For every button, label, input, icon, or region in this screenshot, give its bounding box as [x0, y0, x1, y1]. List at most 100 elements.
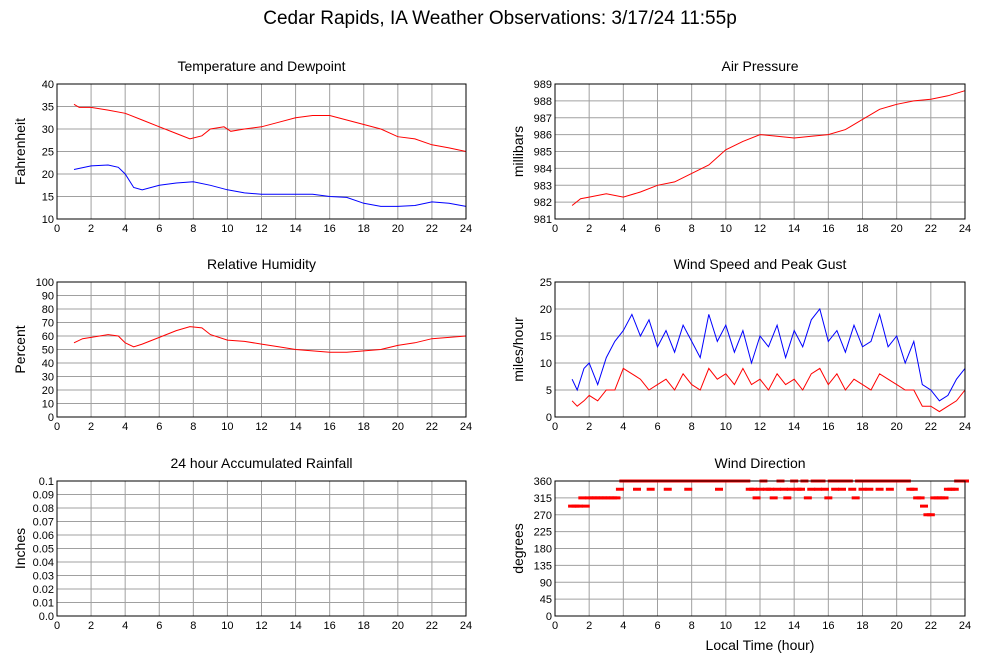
rain-y-tick-label: 0.0 [39, 611, 54, 623]
wind-x-tick-label: 10 [720, 421, 732, 433]
winddir-x-axis-label: Local Time (hour) [706, 637, 815, 653]
pressure-y-tick-label: 987 [534, 113, 552, 125]
humidity-x-tick-label: 20 [392, 421, 404, 433]
humidity-y-tick-label: 90 [42, 291, 54, 303]
temp-y-tick-label: 30 [42, 124, 54, 136]
pressure-x-tick-label: 8 [689, 223, 695, 235]
winddir-point [920, 504, 928, 508]
winddir-x-tick-label: 2 [586, 620, 592, 632]
winddir-point [909, 487, 918, 491]
humidity-x-tick-label: 14 [289, 421, 301, 433]
rain-y-tick-label: 0.1 [39, 476, 54, 488]
winddir-point [885, 487, 894, 491]
rain-y-tick-label: 0.01 [33, 598, 54, 610]
temp-y-tick-label: 35 [42, 102, 54, 114]
humidity-series-line-0 [73, 326, 467, 353]
wind-x-tick-label: 2 [586, 421, 592, 433]
pressure-chart-title: Air Pressure [721, 58, 798, 74]
wind-y-tick-label: 25 [540, 277, 552, 289]
winddir-point [769, 496, 778, 500]
winddir-point [803, 496, 812, 500]
wind-y-axis-label: miles/hour [510, 317, 526, 382]
humidity-x-tick-label: 18 [358, 421, 370, 433]
wind-x-tick-label: 8 [689, 421, 695, 433]
winddir-y-tick-label: 90 [540, 577, 552, 589]
winddir-point [773, 487, 782, 491]
temp-x-tick-label: 14 [289, 223, 301, 235]
wind-x-tick-label: 16 [822, 421, 834, 433]
rain-y-tick-label: 0.02 [33, 584, 54, 596]
winddir-point [749, 487, 758, 491]
winddir-point [851, 496, 860, 500]
winddir-x-tick-label: 20 [891, 620, 903, 632]
temp-y-tick-label: 15 [42, 192, 54, 204]
winddir-point [814, 487, 823, 491]
winddir-point [578, 496, 587, 500]
pressure-x-tick-label: 18 [856, 223, 868, 235]
winddir-y-tick-label: 225 [534, 527, 552, 539]
pressure-x-tick-label: 20 [891, 223, 903, 235]
winddir-x-tick-label: 18 [856, 620, 868, 632]
rain-x-tick-label: 10 [221, 620, 233, 632]
winddir-point [756, 487, 764, 491]
winddir-x-tick-label: 4 [620, 620, 626, 632]
temp-y-tick-label: 25 [42, 147, 54, 159]
winddir-point [820, 487, 829, 491]
winddir-x-tick-label: 14 [788, 620, 800, 632]
winddir-point [838, 487, 846, 491]
winddir-point [612, 496, 621, 500]
temp-chart-title: Temperature and Dewpoint [177, 58, 345, 74]
rain-x-tick-label: 22 [426, 620, 438, 632]
pressure-series-line-0 [571, 90, 966, 206]
temp-x-tick-label: 16 [324, 223, 336, 235]
pressure-y-tick-label: 982 [534, 197, 552, 209]
winddir-point [786, 487, 795, 491]
winddir-y-tick-label: 270 [534, 510, 552, 522]
rain-frame [56, 480, 467, 617]
pressure-x-tick-label: 12 [754, 223, 766, 235]
rain-chart-title: 24 hour Accumulated Rainfall [170, 455, 352, 471]
winddir-point [831, 487, 840, 491]
winddir-x-tick-label: 8 [689, 620, 695, 632]
humidity-frame [56, 281, 467, 418]
temp-x-tick-label: 4 [122, 223, 128, 235]
humidity-x-tick-label: 12 [255, 421, 267, 433]
temp-x-tick-label: 10 [221, 223, 233, 235]
humidity-y-tick-label: 50 [42, 345, 54, 357]
pressure-x-tick-label: 10 [720, 223, 732, 235]
humidity-x-tick-label: 10 [221, 421, 233, 433]
humidity-y-tick-label: 30 [42, 372, 54, 384]
pressure-x-tick-label: 2 [586, 223, 592, 235]
winddir-y-axis-label: degrees [510, 523, 526, 574]
wind-x-tick-label: 12 [754, 421, 766, 433]
pressure-x-tick-label: 6 [654, 223, 660, 235]
temp-x-tick-label: 24 [460, 223, 472, 235]
winddir-frame [554, 480, 966, 617]
temp-frame [56, 83, 467, 220]
rain-x-tick-label: 18 [358, 620, 370, 632]
temp-x-tick-label: 20 [392, 223, 404, 235]
winddir-point [926, 513, 935, 517]
winddir-point [858, 487, 867, 491]
rain-y-tick-label: 0.05 [33, 544, 54, 556]
temp-x-tick-label: 8 [190, 223, 196, 235]
temp-x-tick-label: 2 [88, 223, 94, 235]
rain-y-tick-label: 0.09 [33, 490, 54, 502]
pressure-y-tick-label: 983 [534, 180, 552, 192]
rain-x-tick-label: 20 [392, 620, 404, 632]
pressure-frame [554, 83, 966, 220]
wind-x-tick-label: 14 [788, 421, 800, 433]
wind-x-tick-label: 4 [620, 421, 626, 433]
humidity-y-tick-label: 100 [36, 277, 54, 289]
winddir-point [715, 487, 723, 491]
pressure-y-axis-label: millibars [510, 126, 526, 177]
rain-x-tick-label: 24 [460, 620, 472, 632]
temp-x-tick-label: 6 [156, 223, 162, 235]
pressure-x-tick-label: 0 [552, 223, 558, 235]
winddir-y-tick-label: 360 [534, 476, 552, 488]
winddir-point [752, 496, 761, 500]
winddir-x-tick-label: 22 [925, 620, 937, 632]
pressure-x-tick-label: 22 [925, 223, 937, 235]
winddir-x-tick-label: 12 [754, 620, 766, 632]
